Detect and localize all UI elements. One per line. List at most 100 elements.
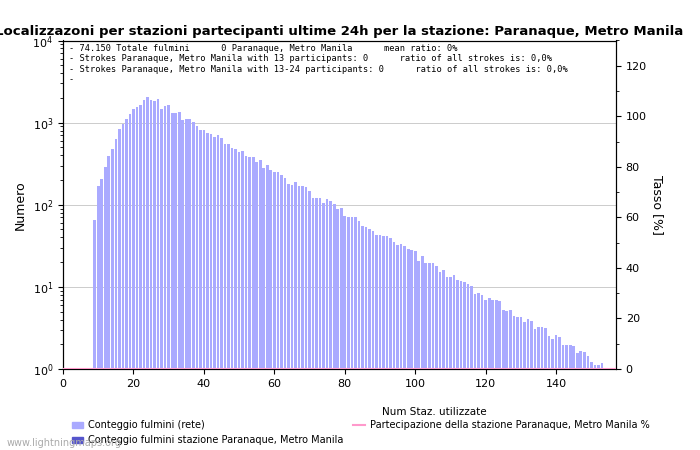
Bar — [174, 112, 177, 450]
Bar — [90, 369, 92, 450]
Bar — [231, 148, 233, 450]
Bar — [245, 156, 248, 450]
Bar — [304, 187, 307, 450]
Bar — [555, 335, 557, 450]
Bar — [125, 119, 127, 450]
Bar — [365, 227, 368, 450]
Bar — [340, 208, 342, 450]
Bar — [238, 152, 240, 450]
Bar — [421, 256, 424, 450]
Bar — [284, 178, 286, 450]
Y-axis label: Numero: Numero — [14, 180, 27, 230]
Bar — [481, 295, 484, 450]
Bar — [76, 369, 78, 450]
Bar — [294, 182, 297, 450]
Bar — [594, 365, 596, 450]
Bar — [449, 277, 452, 450]
Bar — [167, 105, 170, 450]
Bar — [330, 201, 332, 450]
Bar — [108, 156, 110, 450]
Bar — [318, 198, 321, 450]
Bar — [361, 226, 364, 450]
Bar — [256, 162, 258, 450]
Bar — [259, 160, 262, 450]
Bar — [463, 282, 466, 450]
Text: www.lightningmaps.org: www.lightningmaps.org — [7, 438, 122, 448]
Bar — [72, 369, 75, 450]
Bar — [100, 179, 103, 450]
Bar — [301, 186, 304, 450]
Bar — [540, 328, 543, 450]
Bar — [530, 321, 533, 450]
Bar — [414, 252, 416, 450]
Bar — [65, 369, 68, 450]
Bar — [566, 345, 568, 450]
Bar — [86, 369, 89, 450]
Bar — [266, 165, 269, 450]
Bar — [516, 317, 519, 450]
Bar — [104, 167, 106, 450]
Bar — [234, 149, 237, 450]
Bar — [217, 135, 219, 450]
Bar — [484, 300, 487, 450]
Bar — [372, 231, 375, 450]
Bar — [400, 244, 402, 450]
Bar — [460, 281, 462, 450]
Bar — [375, 234, 378, 450]
Bar — [608, 369, 610, 450]
Legend: Conteggio fulmini (rete), Conteggio fulmini stazione Paranaque, Metro Manila, Pa: Conteggio fulmini (rete), Conteggio fulm… — [68, 417, 654, 449]
Bar — [298, 186, 300, 450]
Bar — [601, 363, 603, 450]
Bar — [590, 362, 593, 450]
Bar — [136, 107, 139, 450]
Bar — [195, 126, 198, 450]
Bar — [220, 138, 223, 450]
Bar — [358, 221, 360, 450]
Bar — [435, 266, 438, 450]
Bar — [337, 209, 339, 450]
Bar — [604, 369, 607, 450]
Bar — [228, 144, 230, 450]
Bar — [417, 261, 420, 450]
Bar — [467, 284, 470, 450]
Bar — [428, 263, 430, 450]
Bar — [93, 220, 96, 450]
Bar — [379, 234, 382, 450]
Bar — [115, 139, 117, 450]
Bar — [97, 186, 99, 450]
Bar — [290, 185, 293, 450]
Bar — [241, 151, 244, 450]
Bar — [498, 302, 501, 450]
Bar — [209, 134, 212, 450]
Bar — [526, 319, 529, 450]
Bar — [552, 339, 554, 450]
Text: - 74.150 Totale fulmini      0 Paranaque, Metro Manila      mean ratio: 0%
- Str: - 74.150 Totale fulmini 0 Paranaque, Met… — [69, 44, 567, 84]
Bar — [446, 277, 448, 450]
Bar — [199, 130, 202, 450]
Bar — [276, 172, 279, 450]
Bar — [519, 317, 522, 450]
Bar — [470, 286, 473, 450]
Bar — [79, 369, 82, 450]
Bar — [139, 105, 142, 450]
Bar — [347, 216, 349, 450]
Bar — [442, 270, 444, 450]
Bar — [83, 369, 85, 450]
Bar — [315, 198, 318, 450]
Bar — [280, 176, 283, 450]
Bar — [192, 122, 195, 450]
Bar — [160, 108, 163, 450]
Bar — [224, 144, 226, 450]
Bar — [308, 191, 311, 450]
Bar — [178, 112, 181, 450]
Bar — [569, 345, 571, 450]
Bar — [576, 353, 579, 450]
Bar — [386, 236, 389, 450]
Bar — [474, 294, 477, 450]
Bar — [509, 310, 512, 450]
Bar — [456, 280, 459, 450]
Bar — [439, 272, 441, 450]
Bar — [505, 311, 508, 450]
Title: Localizzazoni per stazioni partecipanti ultime 24h per la stazione: Paranaque, M: Localizzazoni per stazioni partecipanti … — [0, 25, 684, 38]
Bar — [382, 236, 385, 450]
